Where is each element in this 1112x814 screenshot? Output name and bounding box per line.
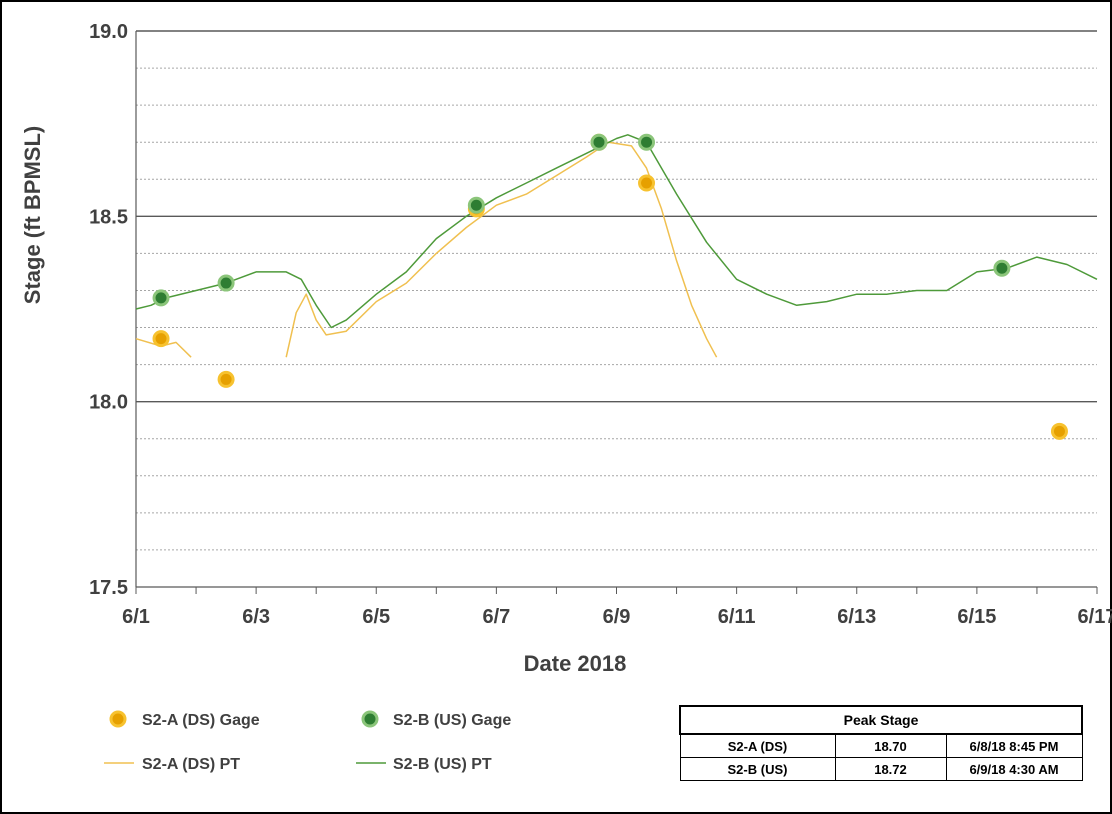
peak-site: S2-A (DS): [679, 733, 836, 758]
legend-ds-gage-marker: [109, 710, 127, 728]
x-tick-label: 6/9: [603, 606, 631, 628]
grid-lines: [136, 30, 1097, 551]
y-tick-label: 19.0: [89, 21, 128, 43]
table-row: S2-A (DS) 18.70 6/8/18 8:45 PM: [679, 733, 1083, 758]
ds-pt-line: [135, 337, 192, 358]
y-axis-title: Stage (ft BPMSL): [20, 126, 45, 304]
ds-gage-marker: [217, 370, 235, 388]
legend-us-gage-label: S2-B (US) Gage: [393, 712, 511, 729]
ds-gage-marker: [638, 174, 656, 192]
x-tick-label: 6/7: [482, 606, 510, 628]
us-gage-marker: [590, 133, 608, 151]
legend-ds-pt: S2-A (DS) PT: [104, 756, 240, 773]
peak-stage-value: 18.72: [834, 757, 947, 781]
us-pt-line: [135, 134, 1098, 329]
peak-site: S2-B (US): [679, 757, 836, 781]
x-tick-label: 6/3: [242, 606, 270, 628]
x-tick-label: 6/5: [362, 606, 390, 628]
peak-stage-value: 18.70: [834, 733, 947, 758]
us-gage-marker: [993, 259, 1011, 277]
table-row: S2-B (US) 18.72 6/9/18 4:30 AM: [679, 757, 1083, 781]
x-tick-label: 6/17: [1078, 606, 1112, 628]
x-tick-label: 6/15: [957, 606, 996, 628]
legend-ds-gage: S2-A (DS) Gage: [109, 710, 260, 729]
us-gage-marker: [152, 289, 170, 307]
us-gage-marker: [638, 133, 656, 151]
ds-gage-marker: [1050, 422, 1068, 440]
tick-labels: 17.5 18.0 18.5 19.0 6/1 6/3 6/5 6/7 6/9 6/11 6/13 6…: [89, 21, 1112, 628]
y-tick-label: 17.5: [89, 577, 128, 599]
peak-table-title-row: Peak Stage: [679, 705, 1083, 735]
peak-stage-table: Peak Stage S2-A (DS) 18.70 6/8/18 8:45 P…: [679, 705, 1083, 781]
peak-datetime: 6/9/18 4:30 AM: [945, 757, 1083, 781]
x-axis-title: Date 2018: [524, 651, 627, 676]
axes: [135, 31, 1098, 594]
peak-datetime: 6/8/18 8:45 PM: [945, 733, 1083, 758]
peak-table-title: Peak Stage: [679, 705, 1083, 735]
us-gage-marker: [217, 274, 235, 292]
us-gage-marker: [467, 196, 485, 214]
legend-us-gage-marker: [361, 710, 379, 728]
legend-ds-gage-label: S2-A (DS) Gage: [142, 712, 260, 729]
x-tick-label: 6/1: [122, 606, 150, 628]
x-tick-label: 6/11: [718, 606, 756, 628]
legend-us-gage: S2-B (US) Gage: [361, 710, 511, 729]
ds-gage-marker: [152, 330, 170, 348]
ds-pt-line: [285, 141, 718, 358]
x-tick-label: 6/13: [837, 606, 876, 628]
legend-us-pt: S2-B (US) PT: [356, 756, 492, 773]
series-layer: [135, 134, 1098, 358]
legend-us-pt-label: S2-B (US) PT: [393, 756, 492, 773]
legend: S2-A (DS) Gage S2-B (US) Gage S2-A (DS) …: [104, 710, 511, 773]
marker-layer: [152, 133, 1068, 440]
legend-ds-pt-label: S2-A (DS) PT: [142, 756, 240, 773]
y-tick-label: 18.0: [89, 392, 128, 414]
y-tick-label: 18.5: [89, 206, 128, 228]
